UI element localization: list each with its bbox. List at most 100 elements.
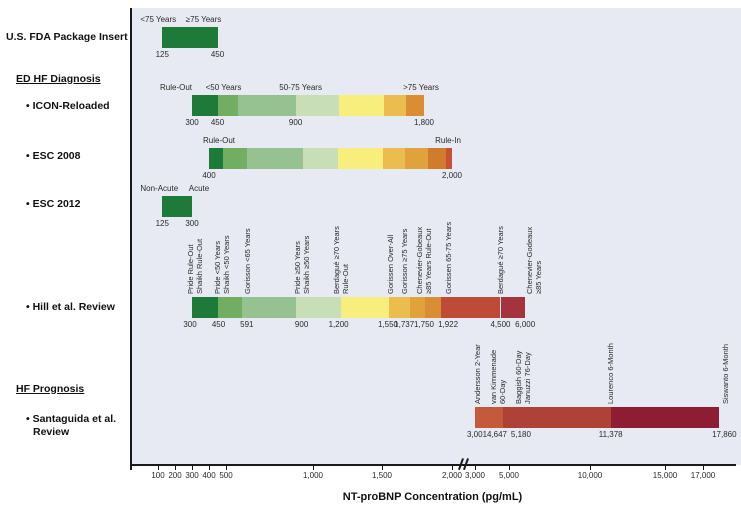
- bar-segment-icon: [295, 95, 340, 116]
- bar-segment-esc2012: [162, 196, 192, 217]
- sidebar-item-hf_header: HF Prognosis: [16, 382, 85, 395]
- threshold-label: <75 Years: [140, 15, 177, 24]
- bar-segment-hill: [340, 297, 389, 318]
- x-axis-tick: [452, 465, 453, 470]
- bar-segment-hill: [241, 297, 296, 318]
- sidebar-item-santa: • Santaguida et al. Review: [26, 413, 117, 438]
- x-axis-tick: [475, 465, 476, 470]
- bar-segment-icon: [217, 95, 239, 116]
- sidebar-item-esc2008: • ESC 2008: [26, 149, 81, 162]
- x-axis-tick: [665, 465, 666, 470]
- bar-segment-hill: [192, 297, 218, 318]
- x-axis-tick-label: 5,000: [498, 471, 520, 480]
- x-axis-tick: [509, 465, 510, 470]
- x-axis-tick: [192, 465, 193, 470]
- plot-background: [130, 8, 741, 465]
- threshold-value: 400: [202, 171, 216, 180]
- y-axis-line: [130, 8, 132, 470]
- sidebar-item-hill: • Hill et al. Review: [26, 300, 115, 313]
- x-axis-tick-label: 17,000: [690, 471, 716, 480]
- threshold-value: 900: [294, 320, 309, 329]
- threshold-value: 300: [185, 219, 199, 228]
- threshold-label: ≥75 Years: [185, 15, 222, 24]
- sidebar-item-esc2012: • ESC 2012: [26, 197, 81, 210]
- threshold-label: Baggish 60-Day Januzzi 76-Day: [513, 350, 532, 404]
- threshold-label: 50-75 Years: [279, 83, 322, 92]
- sidebar-item-icon: • ICON-Reloaded: [26, 99, 110, 112]
- threshold-value: 300: [185, 118, 199, 127]
- x-axis-tick: [313, 465, 314, 470]
- threshold-label: Rule-Out: [202, 136, 236, 145]
- threshold-value: 1,737: [394, 320, 415, 329]
- threshold-label: Berdagué ≥70 Years Rule-Out: [331, 226, 350, 294]
- bar-segment-esc2008: [382, 148, 406, 169]
- bar-segment-hill: [441, 297, 501, 318]
- x-axis-tick: [209, 465, 210, 470]
- bar-segment-hill: [500, 297, 526, 318]
- threshold-value: 4,500: [490, 320, 511, 329]
- x-axis-tick: [158, 465, 159, 470]
- threshold-label: Rule-In: [435, 136, 461, 145]
- threshold-label: Gorisson <65 Years: [243, 228, 253, 294]
- bar-segment-esc2008: [302, 148, 338, 169]
- x-axis-tick-label: 100: [151, 471, 165, 480]
- bar-segment-hill: [389, 297, 410, 318]
- threshold-label: Chenevier-Godeaux ≥85 Years: [525, 226, 544, 294]
- bar-segment-icon: [339, 95, 385, 116]
- threshold-label: Rule-Out: [159, 83, 193, 92]
- x-axis-tick-label: 200: [168, 471, 182, 480]
- x-axis-tick-label: 3,000: [464, 471, 486, 480]
- threshold-value: 1,550: [377, 320, 399, 329]
- bar-segment-santa: [502, 407, 611, 428]
- bar-segment-hill: [425, 297, 442, 318]
- bar-segment-hill: [295, 297, 341, 318]
- x-axis-tick-label: 1,500: [371, 471, 393, 480]
- threshold-value: 6,000: [515, 320, 536, 329]
- bar-segment-esc2008: [446, 148, 452, 169]
- threshold-value: 1,800: [413, 118, 435, 127]
- threshold-value: 17,860: [712, 430, 737, 439]
- x-axis-tick-label: 1,000: [302, 471, 324, 480]
- x-axis-line: [130, 464, 736, 466]
- x-axis-tick-label: 10,000: [577, 471, 603, 480]
- bar-segment-santa: [610, 407, 720, 428]
- threshold-value: 450: [210, 118, 225, 127]
- x-axis-tick: [382, 465, 383, 470]
- threshold-value: 5,180: [510, 430, 531, 439]
- bar-segment-hill: [217, 297, 242, 318]
- bar-segment-fda: [162, 27, 218, 48]
- x-axis-title: NT-proBNP Concentration (pg/mL): [342, 491, 523, 503]
- threshold-value: 591: [240, 320, 254, 329]
- sidebar-item-fda: U.S. FDA Package Insert: [6, 30, 128, 43]
- threshold-label: Berdagué ≥70 Years: [496, 226, 505, 294]
- threshold-label: Non-Acute: [140, 184, 179, 193]
- threshold-value: 450: [211, 320, 226, 329]
- threshold-label: Pride ≥50 Years Shaikh ≥50 Years: [292, 235, 311, 294]
- threshold-label: Gorisson ≥75 Years: [399, 228, 409, 294]
- threshold-value: 900: [288, 118, 303, 127]
- bar-segment-icon: [384, 95, 406, 116]
- bar-segment-hill: [410, 297, 426, 318]
- threshold-value: 11,378: [598, 430, 623, 439]
- bar-segment-icon: [238, 95, 296, 116]
- threshold-label: Gorissen Over-All: [385, 234, 395, 294]
- x-axis-tick: [703, 465, 704, 470]
- threshold-label: van Kimmenade 60-Day: [488, 349, 507, 404]
- bar-segment-icon: [405, 95, 424, 116]
- x-axis-tick-label: 300: [185, 471, 199, 480]
- threshold-value: 450: [210, 50, 225, 59]
- bar-segment-icon: [192, 95, 218, 116]
- threshold-value: 300: [183, 320, 197, 329]
- threshold-value: 1,750: [413, 320, 435, 329]
- bar-segment-esc2008: [246, 148, 303, 169]
- threshold-value: 1,200: [328, 320, 349, 329]
- threshold-value: 125: [155, 219, 169, 228]
- threshold-label: >75 Years: [403, 83, 439, 92]
- threshold-label: Chenevier-Gobeaux ≥85 Years Rule-Out: [415, 226, 433, 294]
- x-axis-tick: [226, 465, 227, 470]
- threshold-label: Pride <50 Years Shaikh <50 Years: [212, 235, 231, 294]
- threshold-value: 2,000: [441, 171, 463, 180]
- x-axis-tick-label: 15,000: [652, 471, 678, 480]
- threshold-value: 4,647: [486, 430, 507, 439]
- sidebar-item-ed_header: ED HF Diagnosis: [16, 72, 101, 85]
